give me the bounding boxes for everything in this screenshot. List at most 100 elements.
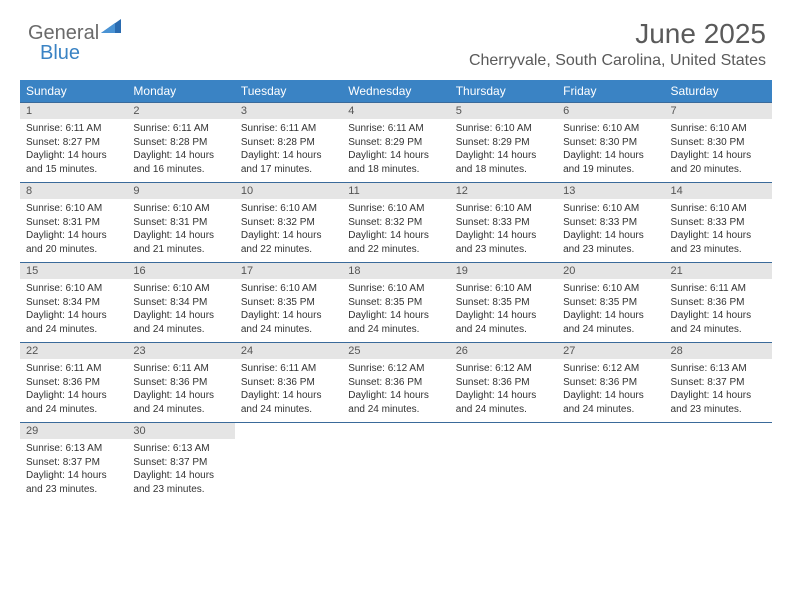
day-line-d2: and 24 minutes. xyxy=(133,403,228,417)
calendar-day-cell xyxy=(665,423,772,503)
day-number: 16 xyxy=(127,263,234,279)
day-details: Sunrise: 6:10 AMSunset: 8:29 PMDaylight:… xyxy=(450,119,557,182)
day-line-d2: and 15 minutes. xyxy=(26,163,121,177)
day-details: Sunrise: 6:13 AMSunset: 8:37 PMDaylight:… xyxy=(665,359,772,422)
day-details: Sunrise: 6:10 AMSunset: 8:33 PMDaylight:… xyxy=(557,199,664,262)
location-subtitle: Cherryvale, South Carolina, United State… xyxy=(20,52,766,70)
calendar-day-cell: 14Sunrise: 6:10 AMSunset: 8:33 PMDayligh… xyxy=(665,183,772,263)
calendar-day-cell: 11Sunrise: 6:10 AMSunset: 8:32 PMDayligh… xyxy=(342,183,449,263)
day-line-sr: Sunrise: 6:12 AM xyxy=(348,362,443,376)
day-line-d1: Daylight: 14 hours xyxy=(26,389,121,403)
day-line-sr: Sunrise: 6:11 AM xyxy=(26,362,121,376)
calendar-day-cell: 23Sunrise: 6:11 AMSunset: 8:36 PMDayligh… xyxy=(127,343,234,423)
day-details: Sunrise: 6:10 AMSunset: 8:30 PMDaylight:… xyxy=(557,119,664,182)
day-line-d1: Daylight: 14 hours xyxy=(671,229,766,243)
calendar-day-cell: 10Sunrise: 6:10 AMSunset: 8:32 PMDayligh… xyxy=(235,183,342,263)
day-line-d2: and 24 minutes. xyxy=(563,403,658,417)
day-line-d2: and 24 minutes. xyxy=(348,403,443,417)
day-line-ss: Sunset: 8:37 PM xyxy=(133,456,228,470)
day-line-ss: Sunset: 8:28 PM xyxy=(133,136,228,150)
day-line-d2: and 24 minutes. xyxy=(563,323,658,337)
day-line-ss: Sunset: 8:36 PM xyxy=(671,296,766,310)
day-number: 12 xyxy=(450,183,557,199)
day-number: 11 xyxy=(342,183,449,199)
day-details: Sunrise: 6:10 AMSunset: 8:32 PMDaylight:… xyxy=(235,199,342,262)
day-number: 4 xyxy=(342,103,449,119)
calendar-day-cell: 4Sunrise: 6:11 AMSunset: 8:29 PMDaylight… xyxy=(342,103,449,183)
day-line-d1: Daylight: 14 hours xyxy=(26,469,121,483)
day-details: Sunrise: 6:11 AMSunset: 8:36 PMDaylight:… xyxy=(665,279,772,342)
day-details: Sunrise: 6:12 AMSunset: 8:36 PMDaylight:… xyxy=(557,359,664,422)
day-details: Sunrise: 6:10 AMSunset: 8:34 PMDaylight:… xyxy=(20,279,127,342)
day-details: Sunrise: 6:10 AMSunset: 8:33 PMDaylight:… xyxy=(665,199,772,262)
calendar-day-cell: 5Sunrise: 6:10 AMSunset: 8:29 PMDaylight… xyxy=(450,103,557,183)
day-number: 30 xyxy=(127,423,234,439)
day-line-ss: Sunset: 8:32 PM xyxy=(241,216,336,230)
day-number: 25 xyxy=(342,343,449,359)
day-line-d2: and 23 minutes. xyxy=(26,483,121,497)
day-line-d1: Daylight: 14 hours xyxy=(133,469,228,483)
calendar-day-cell: 21Sunrise: 6:11 AMSunset: 8:36 PMDayligh… xyxy=(665,263,772,343)
day-line-d2: and 18 minutes. xyxy=(456,163,551,177)
day-line-d2: and 20 minutes. xyxy=(671,163,766,177)
day-details: Sunrise: 6:10 AMSunset: 8:35 PMDaylight:… xyxy=(235,279,342,342)
day-line-sr: Sunrise: 6:10 AM xyxy=(133,282,228,296)
weekday-header: Saturday xyxy=(665,80,772,103)
day-details: Sunrise: 6:10 AMSunset: 8:34 PMDaylight:… xyxy=(127,279,234,342)
day-line-d2: and 23 minutes. xyxy=(671,403,766,417)
day-line-sr: Sunrise: 6:11 AM xyxy=(133,362,228,376)
day-line-ss: Sunset: 8:36 PM xyxy=(348,376,443,390)
day-line-sr: Sunrise: 6:11 AM xyxy=(133,122,228,136)
day-details: Sunrise: 6:12 AMSunset: 8:36 PMDaylight:… xyxy=(342,359,449,422)
day-number: 14 xyxy=(665,183,772,199)
day-line-ss: Sunset: 8:37 PM xyxy=(671,376,766,390)
day-line-d1: Daylight: 14 hours xyxy=(348,149,443,163)
calendar-day-cell: 27Sunrise: 6:12 AMSunset: 8:36 PMDayligh… xyxy=(557,343,664,423)
calendar-day-cell xyxy=(342,423,449,503)
day-line-ss: Sunset: 8:30 PM xyxy=(563,136,658,150)
calendar-week-row: 8Sunrise: 6:10 AMSunset: 8:31 PMDaylight… xyxy=(20,183,772,263)
day-line-ss: Sunset: 8:33 PM xyxy=(563,216,658,230)
calendar-week-row: 1Sunrise: 6:11 AMSunset: 8:27 PMDaylight… xyxy=(20,103,772,183)
day-line-d2: and 24 minutes. xyxy=(241,323,336,337)
day-details: Sunrise: 6:10 AMSunset: 8:32 PMDaylight:… xyxy=(342,199,449,262)
day-details: Sunrise: 6:11 AMSunset: 8:36 PMDaylight:… xyxy=(20,359,127,422)
day-line-d1: Daylight: 14 hours xyxy=(241,389,336,403)
day-line-sr: Sunrise: 6:13 AM xyxy=(671,362,766,376)
day-line-d1: Daylight: 14 hours xyxy=(348,389,443,403)
day-number: 8 xyxy=(20,183,127,199)
calendar-day-cell: 29Sunrise: 6:13 AMSunset: 8:37 PMDayligh… xyxy=(20,423,127,503)
day-details: Sunrise: 6:10 AMSunset: 8:31 PMDaylight:… xyxy=(127,199,234,262)
day-line-d1: Daylight: 14 hours xyxy=(348,309,443,323)
day-line-d1: Daylight: 14 hours xyxy=(348,229,443,243)
day-line-ss: Sunset: 8:37 PM xyxy=(26,456,121,470)
day-line-sr: Sunrise: 6:10 AM xyxy=(348,202,443,216)
calendar-day-cell: 15Sunrise: 6:10 AMSunset: 8:34 PMDayligh… xyxy=(20,263,127,343)
calendar-day-cell: 28Sunrise: 6:13 AMSunset: 8:37 PMDayligh… xyxy=(665,343,772,423)
weekday-header: Friday xyxy=(557,80,664,103)
day-line-sr: Sunrise: 6:10 AM xyxy=(348,282,443,296)
page-header: June 2025 Cherryvale, South Carolina, Un… xyxy=(20,18,772,70)
day-line-ss: Sunset: 8:35 PM xyxy=(348,296,443,310)
day-line-d2: and 22 minutes. xyxy=(348,243,443,257)
day-line-d1: Daylight: 14 hours xyxy=(456,229,551,243)
day-line-ss: Sunset: 8:34 PM xyxy=(133,296,228,310)
day-line-d1: Daylight: 14 hours xyxy=(241,149,336,163)
day-line-d1: Daylight: 14 hours xyxy=(671,149,766,163)
day-line-sr: Sunrise: 6:12 AM xyxy=(456,362,551,376)
day-details: Sunrise: 6:13 AMSunset: 8:37 PMDaylight:… xyxy=(20,439,127,502)
day-details: Sunrise: 6:10 AMSunset: 8:31 PMDaylight:… xyxy=(20,199,127,262)
month-title: June 2025 xyxy=(20,18,766,50)
calendar-day-cell: 26Sunrise: 6:12 AMSunset: 8:36 PMDayligh… xyxy=(450,343,557,423)
calendar-week-row: 29Sunrise: 6:13 AMSunset: 8:37 PMDayligh… xyxy=(20,423,772,503)
weekday-header: Monday xyxy=(127,80,234,103)
day-details: Sunrise: 6:11 AMSunset: 8:27 PMDaylight:… xyxy=(20,119,127,182)
day-number: 10 xyxy=(235,183,342,199)
day-line-sr: Sunrise: 6:10 AM xyxy=(456,202,551,216)
day-number: 27 xyxy=(557,343,664,359)
day-line-ss: Sunset: 8:33 PM xyxy=(456,216,551,230)
day-line-ss: Sunset: 8:36 PM xyxy=(563,376,658,390)
calendar-day-cell: 17Sunrise: 6:10 AMSunset: 8:35 PMDayligh… xyxy=(235,263,342,343)
day-line-d2: and 24 minutes. xyxy=(456,403,551,417)
day-line-d1: Daylight: 14 hours xyxy=(26,309,121,323)
